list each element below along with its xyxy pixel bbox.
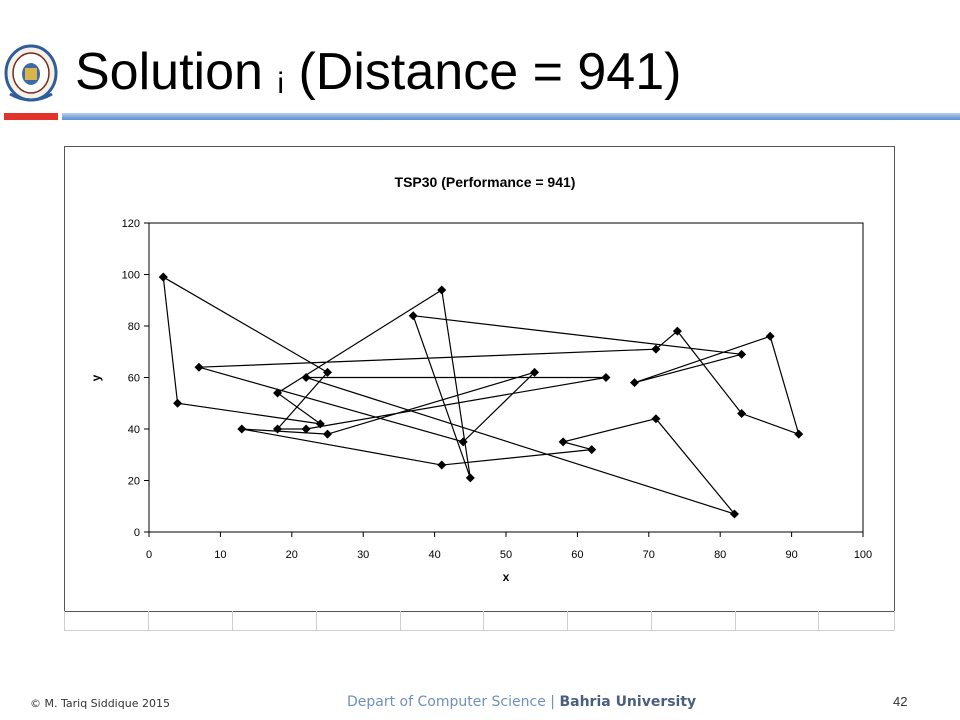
x-tick-label: 50 <box>500 549 512 561</box>
footer-department-name: Depart of Computer Science <box>347 694 546 710</box>
city-point-marker <box>651 414 661 424</box>
y-tick-label: 100 <box>122 270 140 282</box>
x-tick-label: 10 <box>214 549 226 561</box>
y-axis-label: y <box>89 374 103 381</box>
x-tick-label: 100 <box>854 549 872 561</box>
city-point-marker <box>672 326 682 336</box>
city-point-marker <box>458 437 468 447</box>
tsp-chart: TSP30 (Performance = 941) 02040608010012… <box>89 174 872 584</box>
y-tick-label: 80 <box>128 321 140 333</box>
university-logo <box>4 44 58 102</box>
city-point-marker <box>315 419 325 429</box>
y-tick-label: 60 <box>128 373 140 385</box>
city-point-marker <box>558 437 568 447</box>
x-axis-ticks: 0 10 20 30 40 50 60 70 80 90 100 <box>146 532 872 561</box>
x-axis-label: x <box>503 570 510 584</box>
city-point-marker <box>437 460 447 470</box>
city-point-marker <box>651 344 661 354</box>
x-tick-label: 80 <box>714 549 726 561</box>
city-point-marker <box>273 388 283 398</box>
city-point-marker <box>530 367 540 377</box>
city-point-marker <box>630 378 640 388</box>
title-main: Solution <box>75 43 278 101</box>
x-tick-label: 70 <box>643 549 655 561</box>
footer-department: Depart of Computer Science | Bahria Univ… <box>347 694 696 710</box>
chart-frame: TSP30 (Performance = 941) 0 20 40 60 80 100 12… <box>64 146 895 612</box>
x-tick-label: 60 <box>571 549 583 561</box>
x-tick-label: 30 <box>357 549 369 561</box>
footer-separator: | <box>545 694 560 710</box>
city-point-marker <box>301 424 311 434</box>
y-tick-label: 120 <box>122 218 140 230</box>
city-point-marker <box>301 373 311 382</box>
city-point-marker <box>323 367 332 377</box>
city-point-marker <box>173 398 183 408</box>
city-point-marker <box>729 509 739 519</box>
title-underline-blue-bar <box>62 113 960 120</box>
title-rest: (Distance = 941) <box>284 43 682 101</box>
slide-title: Solution i (Distance = 941) <box>75 36 681 116</box>
city-point-marker <box>273 424 283 434</box>
tour-line <box>162 276 800 516</box>
x-tick-label: 40 <box>428 549 440 561</box>
y-axis-ticks: 0 20 40 60 80 100 120 <box>122 218 149 539</box>
x-tick-label: 90 <box>785 549 797 561</box>
spreadsheet-grid-strip <box>64 611 895 631</box>
city-point-marker <box>408 311 418 321</box>
y-tick-label: 0 <box>134 527 140 539</box>
city-point-marker <box>737 349 747 359</box>
x-tick-label: 0 <box>146 549 152 561</box>
city-point-marker <box>465 473 475 483</box>
y-tick-label: 40 <box>128 424 140 436</box>
y-tick-label: 20 <box>128 476 140 488</box>
city-point-marker <box>601 373 611 382</box>
city-point-marker <box>737 409 747 419</box>
city-point-marker <box>194 362 204 372</box>
city-point-marker <box>237 424 247 434</box>
city-point-marker <box>158 272 168 282</box>
city-point-marker <box>765 331 775 341</box>
tour-series <box>158 272 804 519</box>
footer-copyright: © M. Tariq Siddique 2015 <box>30 697 170 710</box>
city-point-marker <box>437 285 447 295</box>
title-subscript: i <box>277 67 285 100</box>
chart-title: TSP30 (Performance = 941) <box>395 174 576 190</box>
city-point-marker <box>794 429 804 439</box>
footer-university: Bahria University <box>559 694 697 710</box>
x-tick-label: 20 <box>286 549 298 561</box>
city-point-marker <box>587 445 597 455</box>
page-number: 42 <box>893 694 908 709</box>
title-accent-red-bar <box>4 113 58 120</box>
city-point-marker <box>323 429 332 439</box>
